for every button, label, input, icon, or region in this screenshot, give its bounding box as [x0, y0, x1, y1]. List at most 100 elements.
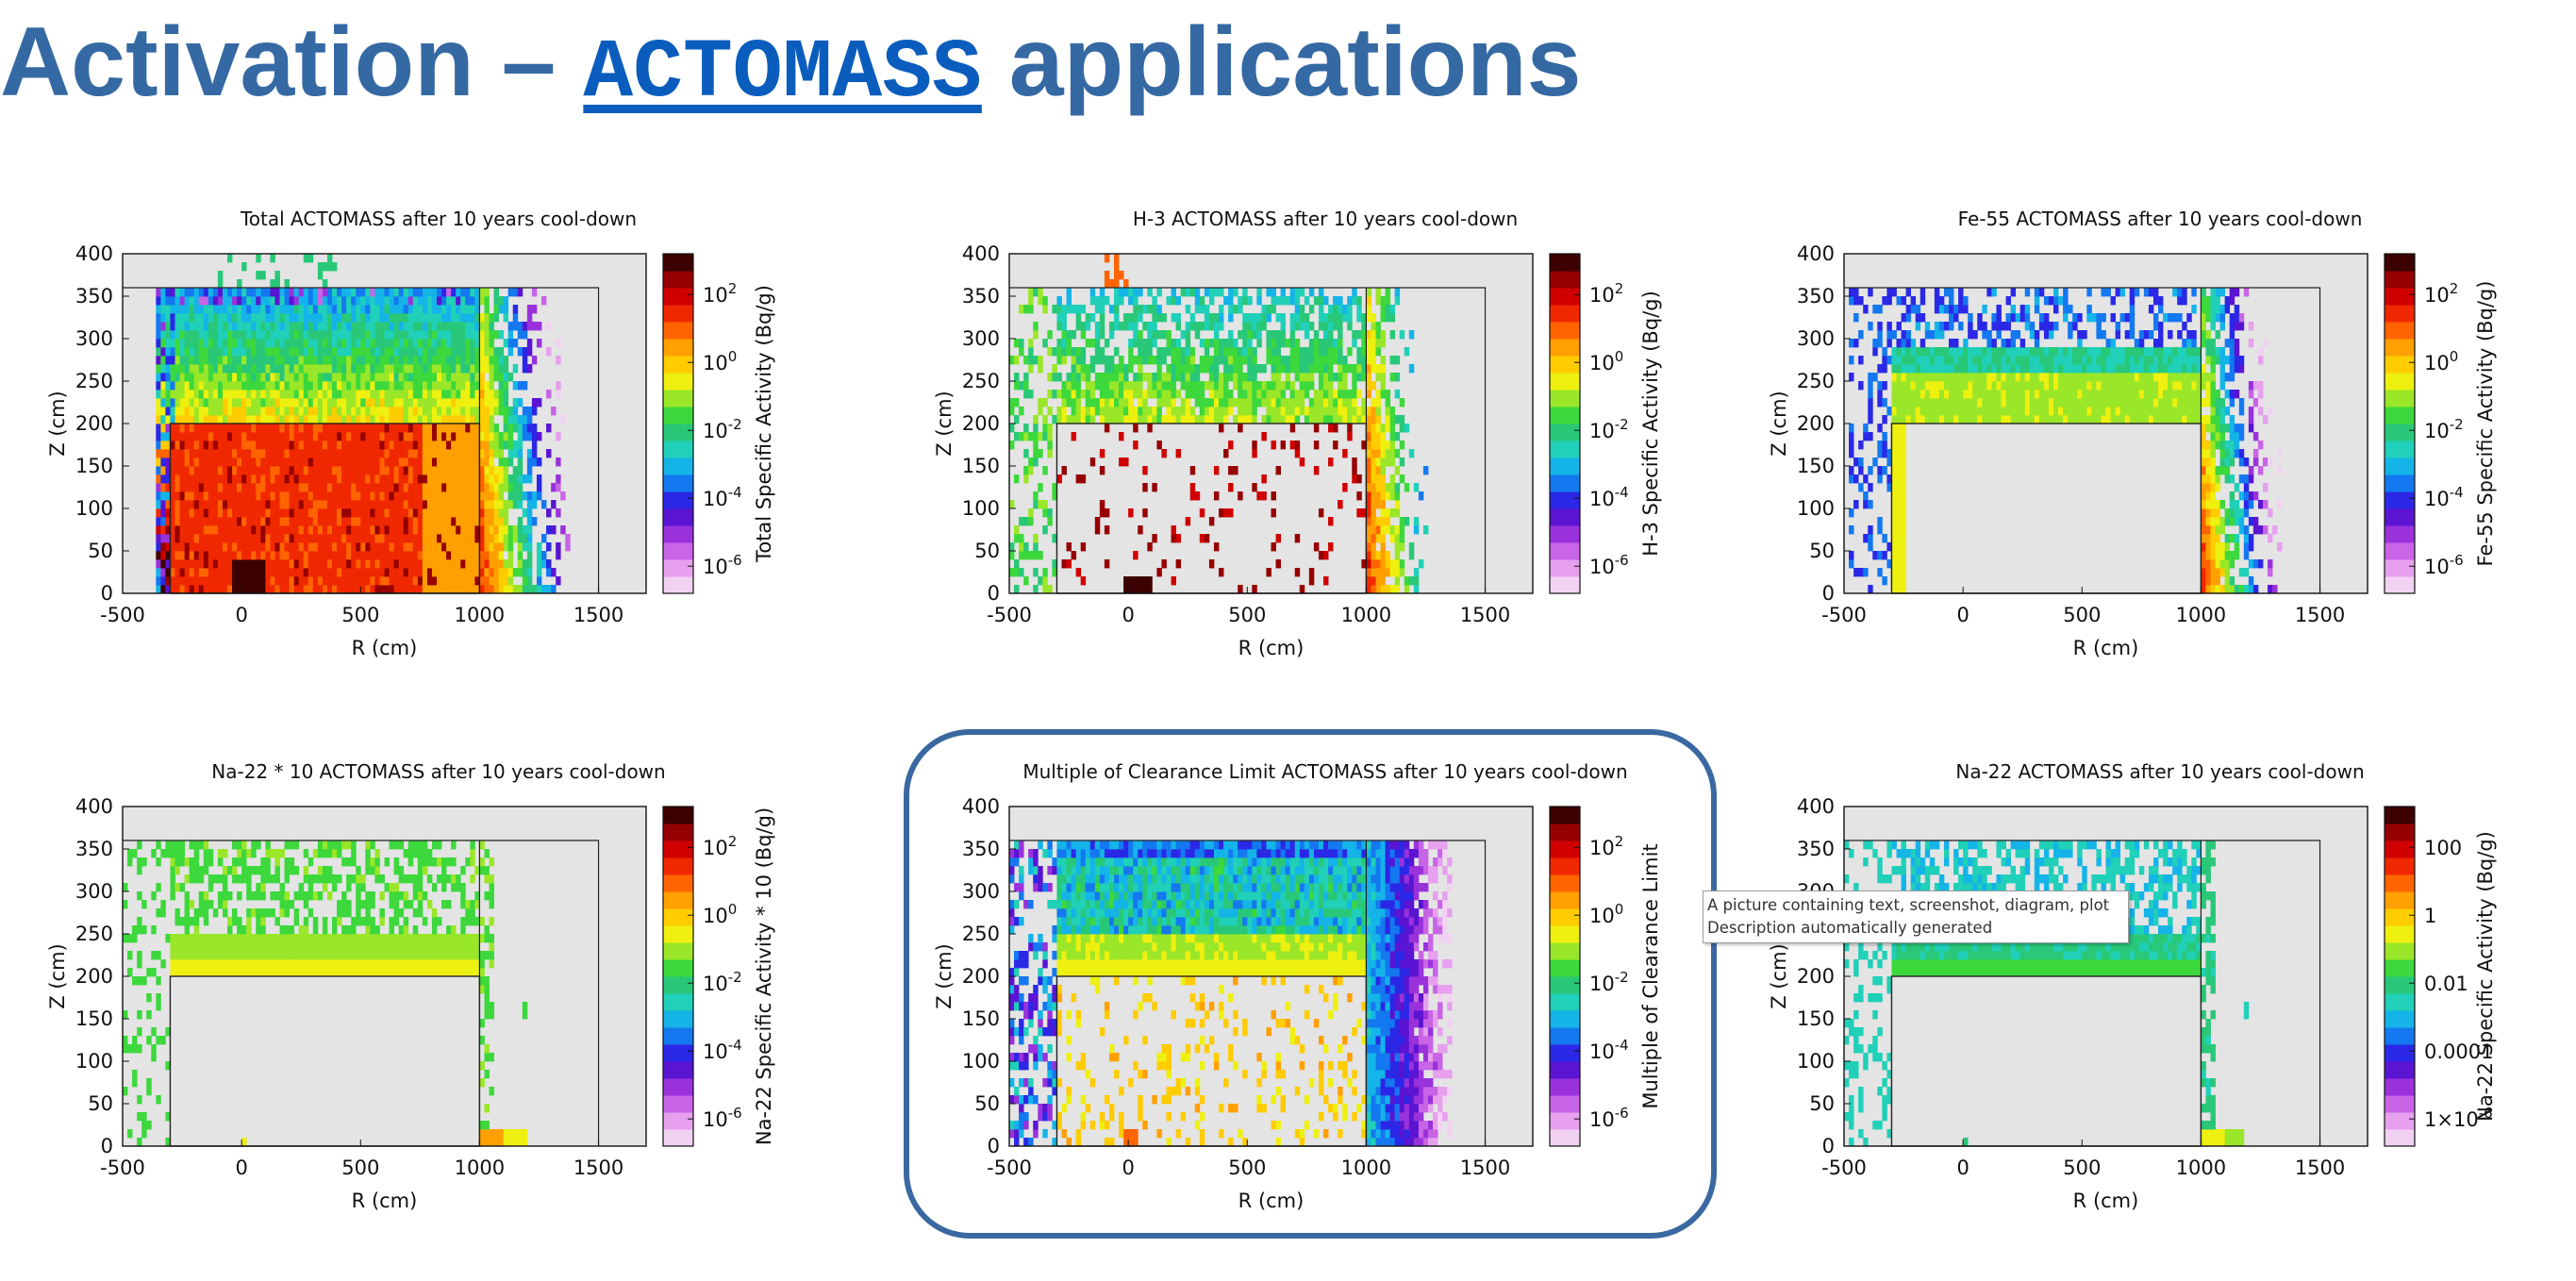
heatmap-cell	[308, 364, 313, 373]
heatmap-cell	[270, 534, 274, 542]
heatmap-cell	[1152, 313, 1156, 322]
heatmap-cell	[2006, 398, 2011, 407]
heatmap-cell	[1371, 559, 1375, 568]
heatmap-cell	[270, 449, 274, 458]
heatmap-cell	[356, 500, 360, 508]
heatmap-cell	[194, 559, 199, 568]
heatmap-cell	[218, 407, 223, 415]
heatmap-cell	[546, 559, 551, 568]
heatmap-cell	[180, 517, 185, 525]
heatmap-cell	[1323, 356, 1328, 364]
heatmap-cell	[1209, 356, 1214, 364]
heatmap-cell	[265, 466, 270, 474]
heatmap-cell	[427, 525, 432, 534]
heatmap-cell	[2182, 407, 2186, 415]
heatmap-cell	[1920, 381, 1925, 390]
heatmap-cell	[1167, 373, 1172, 381]
heatmap-cell	[390, 424, 394, 432]
heatmap-cell	[1081, 330, 1086, 339]
heatmap-cell	[379, 407, 384, 415]
heatmap-cell	[423, 322, 427, 330]
heatmap-cell	[446, 288, 451, 296]
heatmap-cell	[490, 449, 494, 458]
heatmap-cell	[1356, 313, 1361, 322]
heatmap-cell	[208, 347, 213, 356]
heatmap-cell	[165, 390, 170, 398]
heatmap-cell	[1190, 415, 1195, 424]
heatmap-cell	[2101, 381, 2105, 390]
heatmap-cell	[1972, 381, 1977, 390]
heatmap-cell	[451, 373, 456, 381]
heatmap-cell	[1062, 559, 1067, 568]
heatmap-cell	[280, 415, 285, 424]
heatmap-cell	[441, 373, 446, 381]
heatmap-cell	[390, 356, 394, 364]
heatmap-cell	[332, 500, 337, 508]
heatmap-cell	[2025, 398, 2030, 407]
heatmap-cell	[232, 449, 237, 458]
heatmap-cell	[285, 449, 290, 458]
heatmap-cell	[256, 585, 260, 593]
heatmap-cell	[251, 542, 256, 551]
colorbar-segment	[1550, 542, 1580, 560]
heatmap-cell	[1147, 305, 1152, 313]
heatmap-cell	[385, 407, 390, 415]
heatmap-cell	[1902, 373, 1906, 381]
heatmap-cell	[313, 407, 318, 415]
slide-title-code[interactable]: ACTOMASS	[583, 27, 981, 121]
heatmap-cell	[365, 330, 370, 339]
heatmap-cell	[537, 483, 541, 491]
heatmap-cell	[1181, 398, 1186, 407]
heatmap-cell	[460, 441, 465, 449]
heatmap-cell	[341, 466, 346, 474]
heatmap-cell	[1161, 330, 1166, 339]
heatmap-cell	[1090, 390, 1095, 398]
tick-label: 0	[101, 582, 113, 605]
heatmap-cell	[351, 491, 356, 500]
heatmap-cell	[194, 296, 199, 305]
heatmap-cell	[1281, 288, 1286, 296]
heatmap-cell	[518, 441, 523, 449]
heatmap-cell	[190, 525, 194, 534]
heatmap-cell	[2211, 551, 2216, 559]
heatmap-cell	[1323, 415, 1328, 424]
heatmap-cell	[1309, 415, 1314, 424]
heatmap-cell	[251, 441, 256, 449]
heatmap-cell	[427, 458, 432, 466]
heatmap-cell	[418, 364, 423, 373]
heatmap-cell	[274, 559, 279, 568]
heatmap-cell	[218, 441, 223, 449]
heatmap-cell	[308, 381, 313, 390]
heatmap-cell	[346, 364, 351, 373]
heatmap-cell	[1142, 466, 1147, 474]
heatmap-cell	[2044, 381, 2049, 390]
heatmap-cell	[1133, 407, 1138, 415]
heatmap-cell	[2153, 407, 2158, 415]
heatmap-cell	[1347, 407, 1352, 415]
heatmap-cell	[351, 500, 356, 508]
heatmap-cell	[332, 559, 337, 568]
heatmap-cell	[494, 407, 499, 415]
heatmap-cell	[346, 483, 351, 491]
heatmap-cell	[446, 390, 451, 398]
heatmap-cell	[1305, 322, 1309, 330]
heatmap-cell	[2272, 525, 2277, 534]
heatmap-cell	[241, 373, 246, 381]
heatmap-cell	[270, 458, 274, 466]
heatmap-cell	[1366, 424, 1371, 432]
heatmap-cell	[1095, 305, 1100, 313]
heatmap-cell	[413, 339, 418, 347]
heatmap-cell	[370, 288, 374, 296]
heatmap-cell	[1033, 432, 1038, 441]
colorbar-segment	[663, 508, 693, 526]
heatmap-cell	[204, 491, 208, 500]
heatmap-cell	[332, 296, 337, 305]
heatmap-cell	[1376, 534, 1381, 542]
heatmap-cell	[170, 576, 175, 585]
heatmap-cell	[1095, 373, 1100, 381]
heatmap-cell	[290, 322, 294, 330]
heatmap-cell	[180, 322, 185, 330]
heatmap-cell	[1891, 398, 1896, 407]
heatmap-cell	[280, 466, 285, 474]
heatmap-cell	[304, 407, 308, 415]
